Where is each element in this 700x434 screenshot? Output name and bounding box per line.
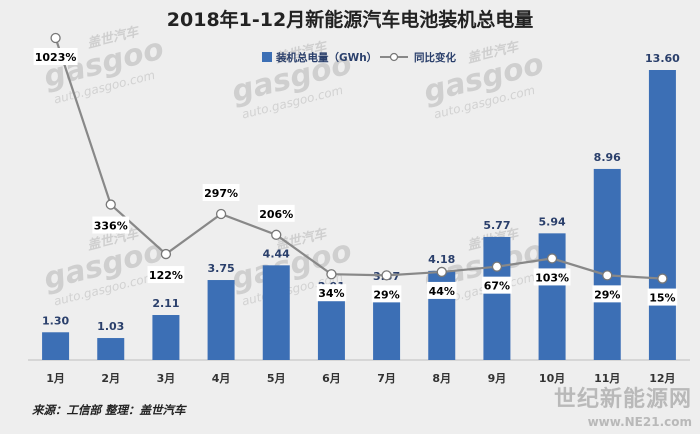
bar-value-label: 3.75 <box>208 262 235 275</box>
bar <box>207 280 235 360</box>
bars <box>42 70 676 360</box>
line-value-label: 1023% <box>35 51 77 64</box>
bar-value-label: 5.94 <box>539 215 566 228</box>
line-point <box>657 273 668 284</box>
line-value-label: 29% <box>594 288 620 301</box>
x-tick-label: 6月 <box>322 372 341 385</box>
site-watermark-name: 世纪新能源网 <box>554 386 692 412</box>
site-watermark: 世纪新能源网 www.NE21.com <box>554 386 692 429</box>
line-point <box>546 253 558 264</box>
x-tick-label: 12月 <box>649 372 675 385</box>
bar-value-label: 2.11 <box>152 297 179 310</box>
line-point <box>160 248 172 260</box>
line-label-box <box>92 216 130 234</box>
line-value-label: 29% <box>373 288 399 301</box>
bar-value-label: 8.96 <box>594 151 621 164</box>
bar <box>97 338 125 360</box>
line-label-box <box>371 285 402 303</box>
line-value-label: 297% <box>204 187 238 200</box>
x-tick-label: 1月 <box>46 372 65 385</box>
line-point <box>381 270 392 281</box>
line-label-box <box>33 48 78 65</box>
line-value-label: 206% <box>259 208 293 221</box>
bar <box>538 233 566 360</box>
bar-value-label: 4.18 <box>428 253 455 266</box>
line-point <box>491 261 503 272</box>
line-point <box>215 208 227 220</box>
bar <box>262 265 290 360</box>
bar-value-label: 1.30 <box>42 314 69 327</box>
bar-value-label: 5.77 <box>483 219 510 232</box>
line-label-box <box>592 285 623 303</box>
bar-value-label: 1.03 <box>97 320 124 333</box>
x-tick-label: 10月 <box>539 372 565 385</box>
x-tick-label: 11月 <box>594 372 620 385</box>
x-tick-label: 4月 <box>212 372 231 385</box>
line-value-label: 67% <box>484 280 510 293</box>
legend-item-bar: 装机总电量（GWh） <box>262 51 377 64</box>
source-note: 来源：工信部 整理：盖世汽车 <box>32 403 187 417</box>
line-point <box>105 199 116 210</box>
x-tick-label: 5月 <box>267 372 286 385</box>
x-axis-ticks: 1月 2月 3月 4月 5月 6月 7月 8月 9月 10月 11月 12月 <box>46 372 675 385</box>
line-point <box>271 229 282 240</box>
bar <box>317 297 345 360</box>
line-series: 1023% 336% 122% 297% 206% 34% 29% 44% 67% 103% 29%… <box>33 32 678 306</box>
legend-label-line: 同比变化 <box>414 51 456 64</box>
legend: 装机总电量（GWh） 同比变化 <box>262 51 456 64</box>
bar-labels: 1.301.032.113.754.442.913.374.185.775.94… <box>42 52 680 333</box>
line-value-label: 103% <box>535 271 569 284</box>
line-label-box <box>147 266 185 284</box>
legend-label-bar: 装机总电量（GWh） <box>275 51 377 64</box>
x-tick-label: 2月 <box>101 372 120 385</box>
line-value-label: 44% <box>429 285 455 298</box>
line-label-box <box>202 184 240 201</box>
x-tick-label: 9月 <box>488 372 507 385</box>
line-point <box>326 269 337 280</box>
line-point <box>436 266 447 278</box>
legend-marker <box>389 52 399 62</box>
line-label-box <box>482 276 512 294</box>
line-point <box>602 270 613 281</box>
legend-item-line: 同比变化 <box>380 51 456 64</box>
bar <box>152 315 180 360</box>
site-watermark-url: www.NE21.com <box>588 415 692 429</box>
bar <box>593 168 621 360</box>
line-label-box <box>426 281 457 299</box>
line-value-label: 336% <box>94 220 128 233</box>
line-value-label: 122% <box>149 269 183 282</box>
x-tick-label: 7月 <box>377 372 396 385</box>
line-label-box <box>257 204 295 222</box>
x-tick-label: 8月 <box>432 372 451 385</box>
bar-value-label: 13.60 <box>645 52 680 65</box>
chart-title: 2018年1-12月新能源汽车电池装机总电量 <box>167 8 533 31</box>
line-value-label: 15% <box>649 292 675 305</box>
bar-value-label: 4.44 <box>263 247 290 260</box>
line-label-box <box>647 288 678 306</box>
bar <box>483 236 511 360</box>
line-label-box <box>533 268 571 286</box>
bar <box>42 332 70 360</box>
line-path <box>54 37 663 280</box>
line-label-box <box>316 284 347 302</box>
legend-swatch-bar <box>262 52 272 62</box>
line-point <box>50 32 61 44</box>
line-value-label: 34% <box>318 287 344 300</box>
x-tick-label: 3月 <box>157 372 176 385</box>
bar <box>648 70 676 360</box>
